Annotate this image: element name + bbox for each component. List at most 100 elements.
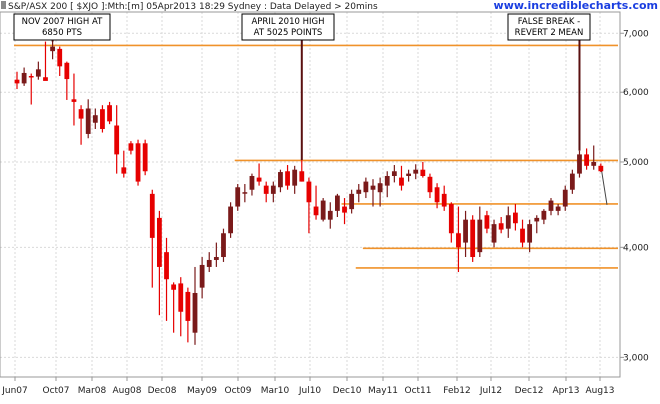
annotation-text: FALSE BREAK - (518, 17, 580, 27)
candle-body (171, 284, 177, 290)
candle-body (64, 62, 70, 80)
annotation-text: 6850 PTS (42, 28, 82, 38)
candle (384, 171, 390, 198)
x-tick-label: Mar10 (261, 386, 290, 396)
candle (335, 193, 340, 218)
candle (178, 277, 184, 337)
y-tick-label: 6,000 (623, 88, 649, 98)
candle-body (313, 206, 319, 216)
candle (569, 169, 575, 194)
candle (128, 141, 134, 155)
annotation-box (241, 13, 335, 41)
candle (213, 242, 219, 267)
candle (327, 202, 333, 229)
candle-body (306, 181, 312, 203)
candle-body (335, 195, 340, 211)
candle-body (256, 177, 262, 182)
candle (57, 46, 63, 76)
candle-body (448, 203, 454, 234)
candle (256, 163, 262, 186)
candle (584, 148, 589, 170)
x-tick-label: Jul10 (298, 386, 322, 396)
candle-body (128, 143, 134, 151)
candle-body (57, 48, 63, 67)
candle (313, 185, 319, 220)
candle (491, 219, 497, 248)
candle (441, 185, 447, 211)
x-tick-label: Dec08 (148, 386, 177, 396)
candle (377, 177, 383, 207)
annotation-callout: FALSE BREAK -REVERT 2 MEAN (507, 13, 591, 151)
x-tick-label: Feb12 (443, 386, 470, 396)
candle (513, 203, 518, 231)
candle (221, 228, 226, 262)
candle-body (491, 224, 497, 243)
candle (249, 173, 255, 196)
candle-body (598, 165, 604, 172)
candle (157, 210, 162, 316)
x-tick-label: May09 (187, 386, 217, 396)
candle (185, 287, 191, 343)
candle (456, 206, 461, 273)
candle (370, 179, 376, 207)
candle-body (342, 206, 347, 213)
candle-body (85, 108, 91, 134)
candle-body (92, 115, 98, 123)
candle-body (270, 185, 276, 194)
x-tick-label: May11 (368, 386, 398, 396)
candle (85, 99, 91, 139)
candle-body (562, 189, 568, 207)
candle (406, 169, 411, 182)
candle (413, 164, 419, 180)
candle (278, 169, 283, 193)
candle (50, 40, 55, 60)
candle (484, 210, 490, 234)
candle-body (213, 257, 219, 260)
candle-body (114, 125, 120, 155)
candle-body (456, 233, 461, 248)
candle (527, 219, 533, 253)
x-tick-label: Jul12 (479, 386, 502, 396)
candle-body (363, 181, 369, 193)
candle-body (157, 217, 162, 267)
candle-body (263, 185, 269, 194)
candle (142, 139, 148, 176)
candle (541, 209, 547, 225)
candle (114, 105, 120, 174)
candle-body (285, 171, 290, 186)
candle-body (327, 210, 333, 220)
y-axis: 7,000 6,000 5,000 4,000 3,000 (620, 29, 649, 363)
candle (427, 173, 433, 199)
candle (391, 165, 397, 183)
candle (192, 266, 198, 345)
candle (320, 198, 326, 222)
candle (306, 177, 312, 234)
candle (43, 41, 48, 81)
candle (470, 215, 476, 262)
candle-body (541, 210, 547, 220)
grid (0, 12, 620, 377)
candle-body (584, 154, 589, 166)
candle (121, 150, 127, 178)
candle (71, 73, 77, 126)
candle-body (221, 233, 226, 258)
candle (100, 105, 105, 133)
candle-body (107, 105, 112, 122)
candle-body (434, 187, 440, 203)
candle (520, 219, 525, 248)
candle-body (391, 171, 397, 176)
candle-body (242, 192, 248, 194)
candle (342, 198, 347, 225)
candle (14, 71, 20, 90)
candle-body (278, 172, 283, 188)
x-tick-label: Oct11 (404, 386, 431, 396)
candle-body (463, 219, 468, 243)
candle-body (121, 167, 127, 174)
candle-body (406, 173, 411, 176)
x-tick-label: Dec12 (515, 386, 544, 396)
candle (164, 237, 169, 321)
candle-body (420, 169, 426, 176)
candle (363, 177, 369, 199)
